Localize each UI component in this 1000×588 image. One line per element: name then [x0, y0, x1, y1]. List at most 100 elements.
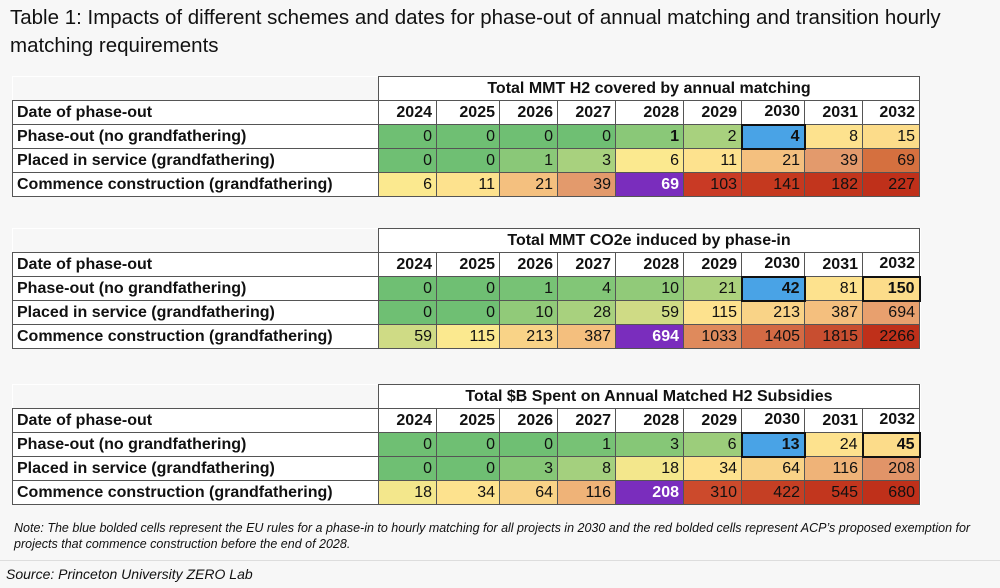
value-cell: 4 [557, 276, 616, 301]
value-cell: 18 [378, 480, 437, 505]
value-cell: 28 [557, 300, 616, 325]
table-caption: Total MMT CO2e induced by phase-in [378, 228, 920, 253]
value-cell: 116 [557, 480, 616, 505]
value-cell: 1 [499, 148, 558, 173]
table-row: Commence construction (grandfathering) 18… [12, 480, 920, 505]
data-table-2: Total MMT CO2e induced by phase-in Date o… [12, 228, 921, 349]
year-header: 2024 [378, 100, 437, 125]
value-cell: 0 [378, 124, 437, 149]
year-header: 2032 [862, 100, 920, 125]
value-cell: 694 [862, 300, 920, 325]
value-cell: 0 [378, 300, 437, 325]
table-row: Phase-out (no grandfathering) 0 0 1 4 10 21 42 8… [12, 275, 921, 302]
year-header: 2029 [683, 252, 742, 277]
value-cell: 0 [499, 432, 558, 457]
value-cell: 387 [804, 300, 863, 325]
year-header: 2028 [615, 408, 684, 433]
year-header: 2024 [378, 408, 437, 433]
value-cell: 387 [557, 324, 616, 349]
divider [0, 560, 1000, 561]
value-cell: 1 [557, 432, 616, 457]
value-cell: 34 [436, 480, 500, 505]
year-header: 2024 [378, 252, 437, 277]
data-table-3: Total $B Spent on Annual Matched H2 Subs… [12, 384, 921, 505]
value-cell: 1 [499, 276, 558, 301]
value-cell: 1033 [683, 324, 742, 349]
value-cell: 0 [557, 124, 616, 149]
value-cell: 694 [615, 324, 684, 349]
value-cell: 8 [804, 124, 863, 149]
value-cell: 39 [804, 148, 863, 173]
value-cell: 213 [741, 300, 805, 325]
year-header: 2029 [683, 408, 742, 433]
value-cell: 15 [862, 124, 920, 149]
table-row: Placed in service (grandfathering) 0 0 1 3 6 1… [12, 148, 920, 173]
table-row: Commence construction (grandfathering) 6 1… [12, 172, 920, 197]
row-label: Commence construction (grandfathering) [12, 324, 379, 349]
year-header: 2026 [499, 408, 558, 433]
row-header-label: Date of phase-out [12, 100, 379, 125]
caption-spacer [12, 384, 379, 409]
value-cell: 208 [615, 480, 684, 505]
value-cell: 42 [740, 275, 806, 302]
value-cell: 21 [683, 276, 742, 301]
table-row: Placed in service (grandfathering) 0 0 3 8 18… [12, 456, 920, 481]
table-caption: Total $B Spent on Annual Matched H2 Subs… [378, 384, 920, 409]
value-cell: 6 [378, 172, 437, 197]
year-header: 2032 [862, 252, 920, 277]
year-header: 2030 [741, 408, 805, 433]
year-header: 2031 [804, 100, 863, 125]
table-row: Placed in service (grandfathering) 0 0 10 28… [12, 300, 920, 325]
value-cell: 69 [615, 172, 684, 197]
value-cell: 64 [499, 480, 558, 505]
value-cell: 64 [741, 456, 805, 481]
value-cell: 0 [378, 432, 437, 457]
year-header: 2025 [436, 252, 500, 277]
value-cell: 11 [683, 148, 742, 173]
value-cell: 45 [861, 431, 921, 458]
value-cell: 0 [436, 124, 500, 149]
value-cell: 0 [378, 148, 437, 173]
value-cell: 59 [615, 300, 684, 325]
year-header: 2025 [436, 100, 500, 125]
year-header: 2026 [499, 100, 558, 125]
year-header: 2027 [557, 408, 616, 433]
year-header: 2027 [557, 252, 616, 277]
row-label: Placed in service (grandfathering) [12, 456, 379, 481]
value-cell: 115 [683, 300, 742, 325]
value-cell: 81 [804, 276, 863, 301]
value-cell: 4 [740, 123, 806, 150]
value-cell: 208 [862, 456, 920, 481]
value-cell: 0 [436, 148, 500, 173]
value-cell: 141 [741, 172, 805, 197]
value-cell: 1 [615, 124, 684, 149]
caption-spacer [12, 76, 379, 101]
value-cell: 1405 [741, 324, 805, 349]
value-cell: 0 [436, 456, 500, 481]
value-cell: 0 [378, 276, 437, 301]
value-cell: 0 [378, 456, 437, 481]
row-label: Phase-out (no grandfathering) [12, 124, 379, 149]
row-header-label: Date of phase-out [12, 252, 379, 277]
row-label: Phase-out (no grandfathering) [12, 276, 379, 301]
value-cell: 103 [683, 172, 742, 197]
page-title: Table 1: Impacts of different schemes an… [10, 6, 941, 57]
value-cell: 11 [436, 172, 500, 197]
value-cell: 24 [804, 432, 863, 457]
row-label: Placed in service (grandfathering) [12, 148, 379, 173]
value-cell: 422 [741, 480, 805, 505]
year-header: 2030 [741, 100, 805, 125]
row-header-label: Date of phase-out [12, 408, 379, 433]
value-cell: 69 [862, 148, 920, 173]
value-cell: 34 [683, 456, 742, 481]
value-cell: 8 [557, 456, 616, 481]
value-cell: 116 [804, 456, 863, 481]
row-label: Phase-out (no grandfathering) [12, 432, 379, 457]
caption-spacer [12, 228, 379, 253]
table-note: Note: The blue bolded cells represent th… [14, 521, 971, 551]
value-cell: 310 [683, 480, 742, 505]
value-cell: 2266 [862, 324, 920, 349]
value-cell: 3 [557, 148, 616, 173]
year-header: 2031 [804, 252, 863, 277]
